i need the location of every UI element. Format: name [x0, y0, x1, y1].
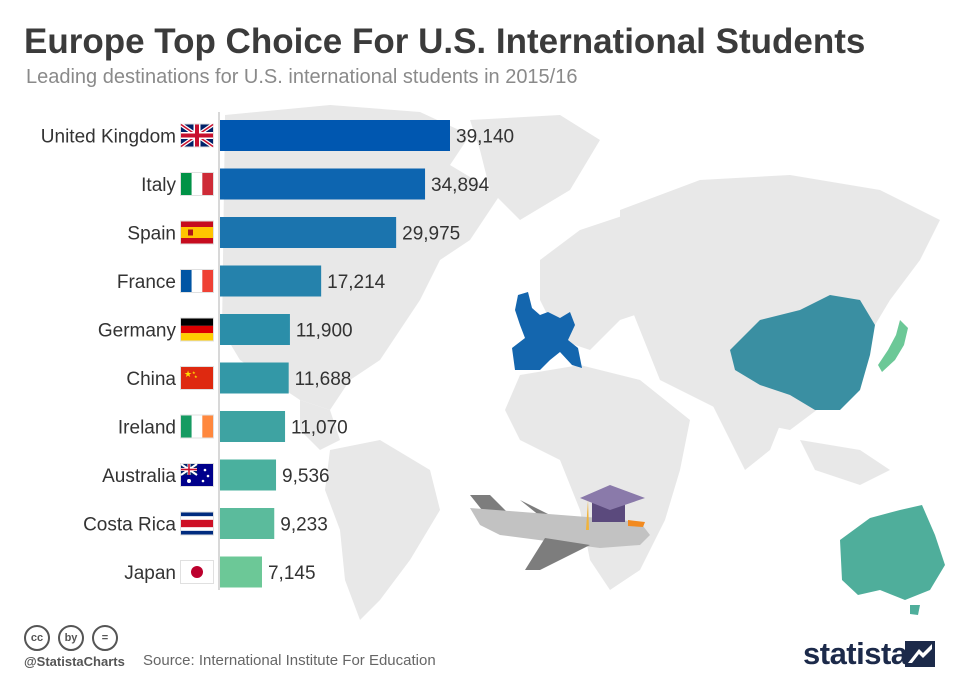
map-highlight-australia	[840, 505, 945, 600]
map-greenland	[470, 115, 600, 220]
category-label-spain: Spain	[127, 224, 176, 245]
bar-ireland	[220, 411, 286, 442]
source-note: Source: International Institute For Educ…	[143, 652, 436, 669]
value-label-china: 11,688	[295, 369, 352, 390]
category-label-united-kingdom: United Kingdom	[41, 127, 176, 148]
costa-rica-flag-icon	[180, 511, 214, 536]
svg-text:★: ★	[184, 370, 192, 380]
cc-icon: cc	[24, 625, 50, 651]
category-label-china: China	[126, 369, 176, 390]
map-highlight-japan	[878, 320, 908, 372]
category-label-germany: Germany	[98, 321, 177, 342]
attribution-icon: by	[58, 625, 84, 651]
value-label-france: 17,214	[327, 272, 386, 293]
map-asia	[620, 175, 940, 430]
graduation-cap-icon	[580, 485, 645, 530]
map-southeast-asia	[800, 440, 890, 485]
bar-costa-rica	[220, 508, 275, 539]
bar-germany	[220, 314, 290, 345]
spain-flag-icon	[180, 220, 214, 245]
uk-flag-icon	[179, 122, 215, 149]
svg-text:★: ★	[194, 374, 198, 379]
chart-title: Europe Top Choice For U.S. International…	[24, 22, 866, 61]
category-label-japan: Japan	[124, 563, 176, 584]
map-highlight-tasmania	[910, 605, 920, 615]
bars-group: 39,140 United Kingdom 34,894 Italy 29,975 Spa…	[41, 120, 514, 588]
map-highlight-europe	[512, 292, 582, 370]
category-label-australia: Australia	[102, 466, 176, 487]
chart-subtitle: Leading destinations for U.S. internatio…	[26, 66, 578, 88]
value-label-united-kingdom: 39,140	[456, 127, 514, 148]
svg-text:★: ★	[192, 370, 196, 375]
flags-group: ★ ★★	[179, 122, 215, 584]
no-derivatives-icon: =	[92, 625, 118, 651]
license-icons: cc by =	[24, 625, 118, 651]
map-india	[700, 370, 790, 470]
bar-japan	[220, 556, 262, 588]
map-central-america	[300, 400, 340, 450]
france-flag-icon	[180, 269, 214, 293]
china-flag-icon: ★ ★★	[180, 366, 214, 390]
bar-italy	[220, 168, 426, 200]
bar-spain	[220, 217, 397, 248]
bar-united-kingdom	[220, 120, 450, 151]
italy-flag-icon	[180, 172, 214, 196]
ireland-flag-icon	[180, 414, 214, 439]
value-label-japan: 7,145	[268, 563, 316, 584]
value-label-germany: 11,900	[296, 321, 353, 342]
value-label-australia: 9,536	[282, 466, 330, 487]
category-label-france: France	[117, 272, 176, 293]
bar-australia	[220, 459, 277, 491]
map-highlight-china	[730, 295, 875, 410]
statista-logo[interactable]: statista	[803, 636, 908, 671]
australia-flag-icon	[180, 463, 214, 487]
map-south-america	[325, 440, 440, 620]
airplane-icon	[470, 495, 650, 570]
bar-china	[220, 362, 289, 394]
bar-france	[220, 265, 322, 297]
category-label-costa-rica: Costa Rica	[83, 515, 176, 536]
germany-flag-icon	[180, 317, 214, 342]
statista-logo-icon	[905, 641, 935, 667]
twitter-handle: @StatistaCharts	[24, 654, 125, 669]
category-label-italy: Italy	[141, 175, 176, 196]
value-label-spain: 29,975	[402, 224, 460, 245]
value-label-italy: 34,894	[431, 175, 490, 196]
category-label-ireland: Ireland	[118, 418, 176, 439]
value-label-costa-rica: 9,233	[280, 515, 328, 536]
value-label-ireland: 11,070	[291, 418, 348, 439]
japan-flag-icon	[180, 560, 214, 584]
